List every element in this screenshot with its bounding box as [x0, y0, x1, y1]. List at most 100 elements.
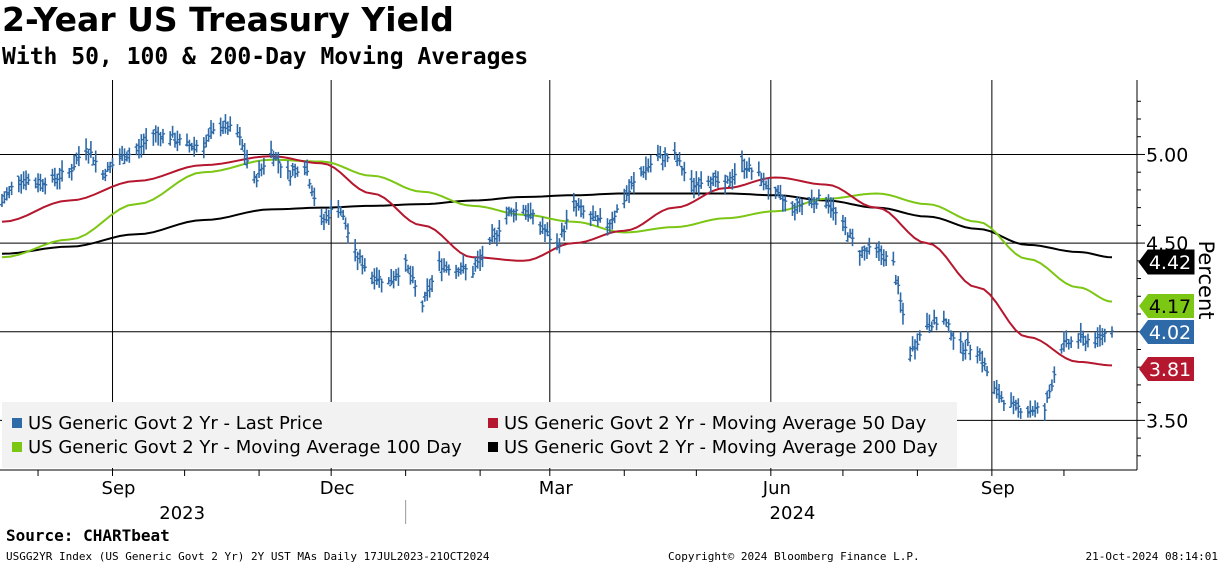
last-value-tag-text: 3.81 [1149, 359, 1191, 381]
price-bar [622, 188, 627, 209]
legend-swatch-ma100 [12, 442, 22, 452]
price-bar [1035, 402, 1040, 414]
price-bar [898, 292, 903, 313]
y-tick-label: 3.50 [1146, 410, 1188, 432]
last-value-tag-price: 4.02 [1139, 320, 1194, 344]
price-bar [480, 245, 485, 268]
price-bar [713, 170, 718, 187]
price-bar [379, 278, 384, 293]
price-bar [4, 187, 9, 201]
price-bar [545, 222, 550, 237]
price-bar [929, 321, 934, 332]
last-value-tag-shape [1139, 320, 1194, 344]
price-bar [319, 208, 324, 226]
price-bar [511, 208, 516, 223]
price-bar [463, 263, 468, 281]
price-bar [530, 209, 535, 225]
price-bar [156, 126, 161, 146]
price-bar [982, 357, 987, 371]
price-bar [86, 148, 91, 164]
price-bar [1016, 398, 1021, 418]
price-bar [1066, 338, 1071, 350]
price-bar [756, 161, 761, 177]
price-bar [403, 254, 408, 272]
price-bar [1052, 366, 1057, 384]
footer-timestamp: 21-Oct-2024 08:14:01 [1085, 550, 1218, 563]
x-tick-label: Jun [762, 478, 791, 499]
price-bar [908, 346, 913, 362]
price-bar [1001, 399, 1006, 412]
y-axis-label: Percent [1194, 240, 1218, 319]
price-bar [91, 156, 96, 166]
price-bar [941, 310, 946, 325]
price-bar [1102, 328, 1107, 343]
price-bar [490, 224, 495, 243]
price-bar [204, 134, 209, 148]
price-bar [749, 167, 754, 180]
price-bar [446, 264, 451, 276]
price-bar [694, 171, 699, 193]
last-value-tag-text: 4.42 [1149, 252, 1191, 274]
price-bar [934, 316, 939, 331]
price-bar [547, 227, 552, 249]
price-bar [663, 147, 668, 168]
price-bar [646, 158, 651, 173]
price-bar [470, 265, 475, 278]
price-bar [963, 339, 968, 360]
price-bar [1028, 400, 1033, 418]
price-bar [699, 171, 704, 189]
price-bar [374, 267, 379, 285]
price-bar [961, 342, 966, 362]
price-bar [52, 167, 57, 187]
price-bar [1076, 333, 1081, 349]
price-bar [660, 154, 665, 171]
price-bar [240, 138, 245, 151]
last-value-tag-ma50: 3.81 [1139, 357, 1194, 381]
price-bar [151, 129, 156, 146]
price-bar [105, 162, 110, 172]
price-bar [189, 142, 194, 151]
price-bar [406, 264, 411, 274]
price-bar [76, 146, 81, 167]
price-bar [848, 228, 853, 238]
price-bar [261, 157, 266, 175]
price-bar [497, 219, 502, 242]
last-value-tag-text: 4.02 [1149, 322, 1191, 344]
price-bar [1059, 344, 1064, 354]
price-bar [675, 155, 680, 167]
price-bar [1047, 384, 1052, 399]
price-bar [672, 142, 677, 160]
footer-copyright: Copyright© 2024 Bloomberg Finance L.P. [668, 550, 920, 563]
x-tick-label: Sep [981, 478, 1015, 499]
chart-title: 2-Year US Treasury Yield [2, 0, 454, 39]
price-bar [341, 209, 346, 221]
price-bar [523, 205, 528, 220]
price-bar [396, 267, 401, 286]
price-bar [1018, 407, 1023, 419]
price-bar [19, 174, 24, 194]
price-bar [9, 181, 14, 196]
price-bar [598, 208, 603, 223]
price-bar [1045, 391, 1050, 403]
price-bar [593, 210, 598, 222]
price-bar [715, 171, 720, 189]
price-bar [816, 189, 821, 200]
price-bar [194, 139, 199, 153]
price-bar [845, 232, 850, 242]
price-bar [1093, 332, 1098, 349]
price-bar [999, 391, 1004, 403]
price-bar [305, 159, 310, 176]
price-bar [631, 172, 636, 194]
price-bar [377, 269, 382, 288]
price-bar [1033, 400, 1038, 418]
price-bar [420, 300, 425, 313]
price-bar [884, 251, 889, 267]
source-note: Source: CHARTbeat [6, 526, 170, 545]
price-bar [254, 174, 259, 188]
price-bar [269, 140, 274, 159]
price-bar [201, 137, 206, 159]
price-bar [160, 128, 165, 144]
price-bar [36, 173, 41, 193]
price-bar [985, 365, 990, 377]
price-bar [293, 163, 298, 179]
